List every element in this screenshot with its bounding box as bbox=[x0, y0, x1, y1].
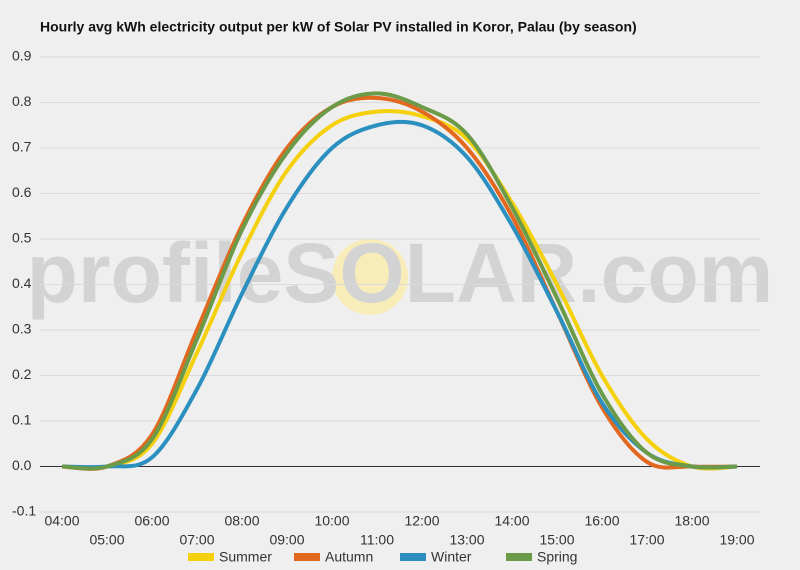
x-tick-label: 15:00 bbox=[539, 532, 574, 548]
legend-label: Summer bbox=[219, 549, 272, 565]
y-tick-label: -0.1 bbox=[12, 503, 36, 519]
x-tick-label: 19:00 bbox=[719, 532, 754, 548]
x-tick-label: 18:00 bbox=[674, 513, 709, 529]
x-tick-label: 09:00 bbox=[269, 532, 304, 548]
y-tick-label: 0.3 bbox=[12, 321, 32, 337]
y-tick-label: 0.1 bbox=[12, 412, 32, 428]
x-tick-label: 05:00 bbox=[89, 532, 124, 548]
y-tick-label: 0.9 bbox=[12, 48, 32, 64]
x-tick-label: 07:00 bbox=[179, 532, 214, 548]
x-tick-label: 10:00 bbox=[314, 513, 349, 529]
legend-swatch bbox=[294, 553, 320, 561]
x-tick-label: 12:00 bbox=[404, 513, 439, 529]
y-tick-label: 0.7 bbox=[12, 139, 32, 155]
series-line bbox=[61, 109, 738, 471]
watermark: profileSOLAR.com bbox=[27, 226, 774, 320]
y-tick-label: 0.2 bbox=[12, 366, 32, 382]
watermark-sun bbox=[332, 239, 408, 315]
y-tick-label: 0.8 bbox=[12, 93, 32, 109]
y-tick-label: 0.6 bbox=[12, 184, 32, 200]
y-tick-label: 0.5 bbox=[12, 230, 32, 246]
x-tick-label: 04:00 bbox=[44, 513, 79, 529]
series-line bbox=[61, 119, 738, 470]
x-tick-label: 17:00 bbox=[629, 532, 664, 548]
y-tick-label: 0.0 bbox=[12, 457, 32, 473]
x-tick-label: 11:00 bbox=[360, 532, 394, 548]
x-tick-label: 08:00 bbox=[224, 513, 259, 529]
y-tick-label: 0.4 bbox=[12, 275, 32, 291]
series-line bbox=[61, 95, 738, 471]
legend-swatch bbox=[188, 553, 214, 561]
x-tick-label: 06:00 bbox=[134, 513, 169, 529]
chart-title: Hourly avg kWh electricity output per kW… bbox=[40, 19, 637, 35]
legend-label: Autumn bbox=[325, 549, 373, 565]
x-tick-label: 13:00 bbox=[449, 532, 484, 548]
x-tick-label: 14:00 bbox=[494, 513, 529, 529]
series-line bbox=[61, 91, 738, 471]
legend-swatch bbox=[400, 553, 426, 561]
legend-label: Spring bbox=[537, 549, 577, 565]
legend-swatch bbox=[506, 553, 532, 561]
legend-label: Winter bbox=[431, 549, 472, 565]
x-tick-label: 16:00 bbox=[584, 513, 619, 529]
